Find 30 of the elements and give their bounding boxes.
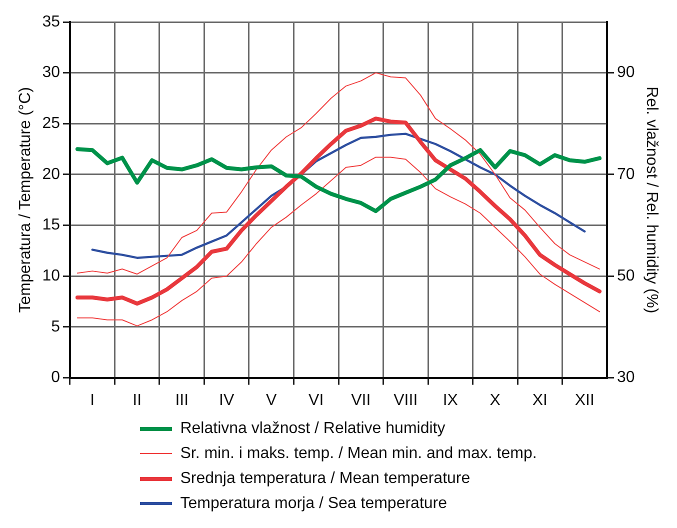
y-tick-label: 25 (42, 115, 60, 132)
y-tick-label: 5 (51, 318, 60, 336)
y-tick-label: 10 (42, 268, 60, 285)
x-tick-label: VII (351, 392, 371, 409)
y-tick-label: 20 (42, 166, 60, 183)
legend-label: Temperatura morja / Sea temperature (180, 494, 448, 514)
x-tick-label: III (175, 392, 189, 409)
legend-label: Relativna vlažnost / Relative humidity (180, 419, 446, 439)
y2-tick-label: 50 (617, 268, 635, 285)
x-tick-label: VIII (394, 392, 418, 409)
y2-axis-title: Rel. vlažnost / Rel. humidity (%) (642, 86, 660, 314)
y-tick-label: 35 (42, 13, 60, 30)
x-tick-label: VI (308, 392, 324, 409)
y-tick-label: 15 (42, 216, 60, 234)
y-tick-label: 30 (42, 64, 60, 82)
x-tick-label: XI (532, 392, 548, 409)
x-tick-label: X (490, 392, 501, 409)
y2-tick-label: 70 (617, 166, 635, 183)
y2-tick-label: 90 (617, 64, 635, 82)
x-tick-label: IX (442, 392, 458, 409)
legend-label: Srednja temperatura / Mean temperature (180, 469, 470, 489)
x-tick-label: V (266, 392, 278, 409)
x-tick-label: II (132, 392, 142, 409)
x-tick-label: XII (574, 392, 594, 409)
y-axis-title: Temperatura / Temperature (°C) (17, 87, 34, 313)
x-tick-label: IV (219, 392, 235, 409)
x-tick-label: I (90, 392, 95, 409)
legend-label: Sr. min. i maks. temp. / Mean min. and max. temp. (180, 444, 537, 464)
y-tick-label: 0 (51, 369, 60, 386)
y2-tick-label: 30 (617, 369, 635, 386)
